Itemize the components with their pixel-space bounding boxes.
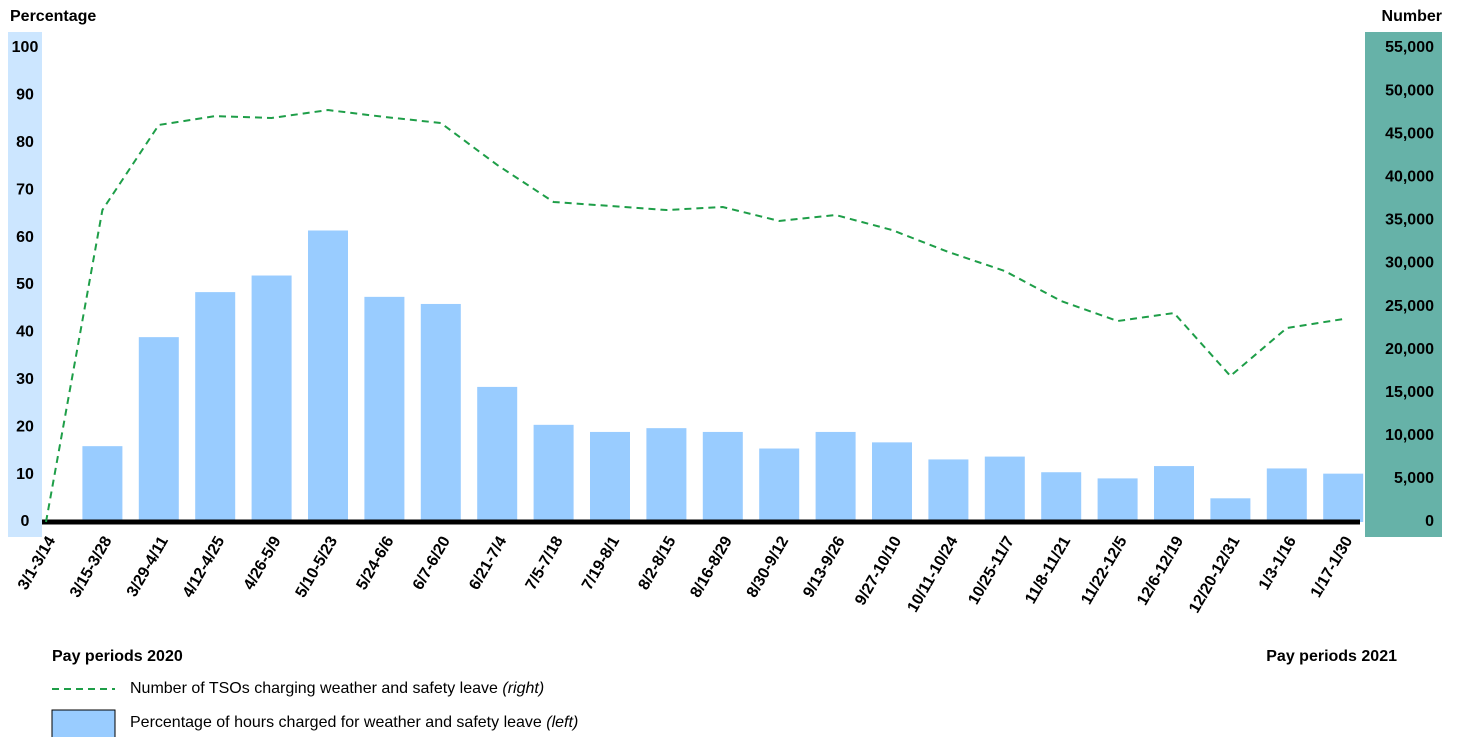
y2-tick-label: 50,000	[1385, 82, 1434, 99]
bar	[984, 456, 1025, 522]
bar	[82, 446, 123, 522]
bar	[646, 428, 687, 522]
bar	[1323, 473, 1364, 522]
x-tick-label: 5/10-5/23	[293, 534, 342, 601]
y2-tick-label: 10,000	[1385, 427, 1434, 444]
legend-side: (left)	[546, 714, 578, 731]
y-tick-label: 80	[16, 134, 34, 151]
x-tick-label: 3/29-4/11	[124, 534, 172, 600]
y2-tick-label: 40,000	[1385, 168, 1434, 185]
bar	[308, 230, 348, 523]
legend-label: Number of TSOs charging weather and safe…	[130, 680, 544, 697]
bar	[928, 459, 969, 522]
y2-tick-label: 55,000	[1385, 39, 1434, 56]
x-tick-label: 10/25-11/7	[965, 534, 1018, 608]
x-tick-label: 7/5-7/18	[523, 534, 567, 593]
x-tick-label: 12/20-12/31	[1186, 534, 1243, 617]
bar	[420, 303, 461, 522]
x-tick-label: 3/15-3/28	[67, 534, 116, 601]
y-tick-label: 40	[16, 324, 34, 341]
y2-tick-label: 5,000	[1394, 470, 1434, 487]
bar	[702, 431, 743, 522]
x-tick-label: 7/19-8/1	[579, 534, 623, 593]
bar	[477, 386, 518, 522]
y-tick-label: 0	[21, 513, 30, 530]
y2-tick-label: 20,000	[1385, 341, 1434, 358]
legend-swatch	[51, 709, 116, 737]
x-tick-label: 4/12-4/25	[180, 534, 229, 601]
bar	[364, 296, 405, 522]
y-axis-label: Percentage	[10, 8, 96, 25]
bar	[759, 448, 800, 522]
x-tick-label: 9/13-9/26	[800, 534, 849, 601]
x-tick-label: 6/21-7/4	[466, 534, 510, 593]
x-tick-label: 3/1-3/14	[15, 534, 59, 593]
x-tick-label: 8/16-8/29	[687, 534, 736, 601]
line	[45, 109, 1344, 523]
bar	[195, 292, 236, 522]
bar	[251, 275, 292, 522]
legend-label: Percentage of hours charged for weather …	[130, 714, 578, 731]
legend-name: Percentage of hours charged for weather …	[130, 714, 542, 731]
y2-axis-band	[1365, 32, 1442, 537]
x-tick-label: 4/26-5/9	[241, 534, 285, 593]
y-axis-band	[8, 32, 42, 537]
bar	[1210, 498, 1251, 522]
bar	[1154, 466, 1194, 522]
x-tick-label: 8/30-9/12	[744, 534, 793, 601]
y-tick-label: 30	[16, 371, 34, 388]
y2-tick-label: 30,000	[1385, 255, 1434, 272]
y2-axis-label: Number	[1382, 8, 1442, 25]
x-tick-label: 12/6-12/19	[1134, 534, 1187, 609]
bar	[1266, 468, 1307, 522]
bar	[1041, 472, 1082, 522]
y-tick-label: 70	[16, 181, 34, 198]
x-axis-label: Pay periods 2021	[1266, 648, 1397, 665]
bar	[815, 431, 856, 522]
x-tick-label: 11/8-11/21	[1022, 534, 1074, 607]
x-tick-label: 1/3-1/16	[1256, 534, 1300, 593]
y-tick-label: 10	[16, 466, 34, 483]
legend-name: Number of TSOs charging weather and safe…	[130, 680, 498, 697]
y2-tick-label: 0	[1425, 513, 1434, 530]
y2-tick-label: 45,000	[1385, 125, 1434, 142]
y-tick-label: 90	[16, 87, 34, 104]
x-axis-label: Pay periods 2020	[52, 648, 183, 665]
bar	[1097, 478, 1138, 522]
x-tick-label: 1/17-1/30	[1308, 534, 1357, 601]
y-tick-label: 20	[16, 418, 34, 435]
legend-side: (right)	[502, 680, 544, 697]
y2-tick-label: 15,000	[1385, 384, 1434, 401]
x-tick-label: 10/11-10/24	[905, 534, 962, 616]
bar	[533, 424, 574, 522]
bar	[138, 337, 179, 522]
y-tick-label: 50	[16, 276, 34, 293]
y-tick-label: 100	[12, 39, 39, 56]
y-tick-label: 60	[16, 229, 34, 246]
x-tick-label: 8/2-8/15	[635, 534, 679, 593]
x-tick-label: 9/27-10/10	[852, 534, 905, 609]
x-tick-label: 5/24-6/6	[353, 534, 397, 593]
x-tick-label: 11/22-12/5	[1078, 534, 1131, 608]
x-tick-label: 6/7-6/20	[410, 534, 454, 593]
bar	[872, 442, 912, 522]
y2-tick-label: 25,000	[1385, 298, 1434, 315]
bar	[590, 431, 630, 522]
y2-tick-label: 35,000	[1385, 212, 1434, 229]
